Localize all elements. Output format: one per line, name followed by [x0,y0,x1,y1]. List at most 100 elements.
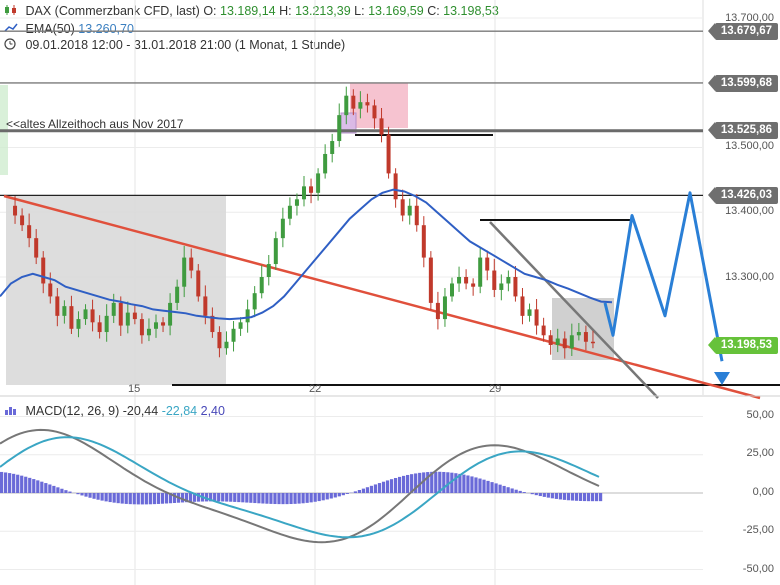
candle-body [576,332,581,336]
candle-body [203,296,208,316]
price-tag-13426: 13.426,03 [707,187,778,204]
candle-body [41,257,46,284]
candle-body [464,277,469,284]
macd-signal-line [0,436,600,539]
candlestick-icon [4,4,18,16]
macd-histogram-bar [289,493,293,505]
candle-body [513,277,518,297]
macd-histogram-bar [172,493,177,503]
candle-body [175,286,180,303]
candle-body [323,153,328,174]
candle-body [97,322,102,333]
macd-histogram-bar [478,478,482,493]
high-label: H: [279,4,292,18]
macd-histogram-bar [28,477,32,493]
macd-histogram-bar [578,493,583,501]
macd-histogram-bar [590,493,595,502]
macd-histogram-bar [538,493,542,497]
candle-body [414,205,419,226]
x-tick-label: 22 [309,383,322,395]
macd-signal-value: -22,84 [161,404,198,418]
macd-histogram-bar [148,493,152,505]
macd-histogram-bar [140,493,144,505]
macd-histogram-bar [502,485,506,493]
macd-histogram-bar [414,473,418,493]
macd-histogram-bar [213,493,217,502]
macd-histogram-bar [277,493,281,505]
candle-body [13,205,18,216]
candle-body [76,319,81,329]
macd-histogram-bar [184,493,189,503]
macd-histogram-bar [257,493,261,504]
ema-value: 13.260,70 [78,22,134,36]
macd-histogram-bar [514,489,518,493]
candle-body [372,105,377,119]
price-tag-13525: 13.525,86 [707,122,778,139]
macd-histogram-bar [422,472,426,493]
macd-histogram-bar [381,481,386,493]
macd-histogram-bar [454,473,458,493]
macd-histogram-bar [566,493,571,501]
macd-y-tick: 0,00 [752,486,774,498]
candle-body [471,283,476,287]
candle-body [590,341,595,344]
macd-histogram-bar [0,471,4,493]
candle-body [316,173,321,193]
macd-histogram-bar [104,493,108,502]
candle-body [139,319,144,336]
macd-histogram-bar [293,493,297,504]
macd-histogram-bar [582,493,587,502]
ema-legend: EMA(50) 13.260,70 [4,22,134,36]
macd-histogram-bar [410,474,414,493]
candle-body [259,277,264,294]
macd-histogram-bar [373,484,378,493]
macd-histogram-bar [558,493,562,500]
macd-histogram-bar [16,474,20,493]
candle-body [104,315,109,333]
candle-body [302,186,306,200]
candle-body [478,257,483,287]
macd-histogram-bar [426,472,430,493]
candle-body [231,328,236,342]
candle-body [154,322,158,329]
trend-line-red [3,194,761,400]
candle-body [90,309,95,323]
candle-body [344,95,349,116]
instrument-legend: DAX (Commerzbank CFD, last) O: 13.189,14… [4,4,499,18]
candle-body [62,306,67,316]
macd-histogram-bar [180,493,185,503]
close-label: C: [427,4,440,18]
macd-histogram-bar [237,493,241,503]
candle-body [548,335,553,345]
macd-histogram-bar [120,493,124,504]
macd-histogram-bar [341,493,345,496]
macd-histogram-bar [430,471,434,493]
macd-histogram-bar [510,488,514,493]
x-tick-label: 15 [128,383,141,395]
macd-histogram-bar [402,475,406,493]
macd-line [0,428,600,544]
macd-y-tick: -50,00 [742,563,774,575]
macd-label: MACD(12, 26, 9) [25,404,120,418]
candle-body [245,309,250,323]
instrument-name: DAX (Commerzbank CFD, last) [25,4,200,18]
x-tick-label: 29 [489,383,502,395]
macd-histogram-bar [249,493,253,503]
candle-body [450,283,454,297]
candle-body [118,302,123,326]
macd-histogram-bar [245,493,249,503]
macd-histogram-bar [317,493,321,502]
macd-histogram-bar [80,493,84,496]
macd-histogram-bar [522,492,526,493]
high-value: 13.213,39 [295,4,351,18]
macd-histogram-bar [301,493,305,504]
macd-histogram-bar [462,474,466,493]
candle-body [330,141,335,154]
macd-histogram-bar [297,493,301,504]
projection-arrowhead [714,372,730,385]
macd-histogram-bar [418,472,422,493]
macd-histogram-bar [217,493,221,502]
macd-histogram-bar [124,493,128,504]
macd-histogram-bar [361,488,366,493]
